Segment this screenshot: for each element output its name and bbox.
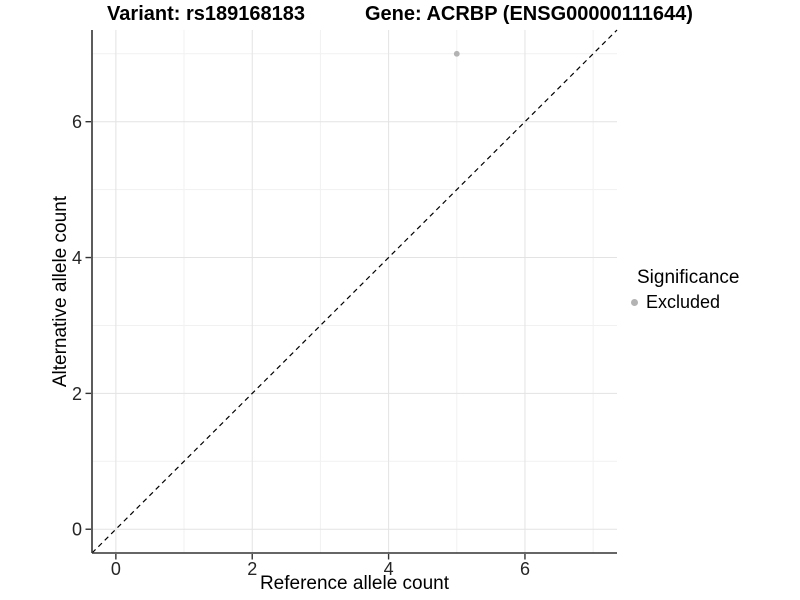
x-tick-label: 0 bbox=[111, 559, 121, 579]
legend-item-label: Excluded bbox=[646, 292, 721, 312]
legend-item-excluded: Excluded bbox=[628, 292, 739, 312]
legend-title: Significance bbox=[637, 267, 740, 288]
x-axis-title: Reference allele count bbox=[259, 573, 450, 594]
y-tick-label: 0 bbox=[72, 520, 82, 540]
x-tick-label: 4 bbox=[384, 559, 394, 579]
y-tick-label: 4 bbox=[72, 248, 82, 268]
x-tick-label: 6 bbox=[520, 559, 530, 579]
plot-title-variant: Variant: rs189168183 bbox=[107, 3, 305, 25]
data-point bbox=[453, 50, 460, 57]
identity-line bbox=[91, 29, 618, 554]
y-tick-label: 6 bbox=[72, 112, 82, 132]
plot-title: Variant: rs189168183 Gene: ACRBP (ENSG00… bbox=[0, 3, 800, 25]
plot-title-gene: Gene: ACRBP (ENSG00000111644) bbox=[364, 3, 693, 25]
y-axis-title-text: Alternative allele count bbox=[50, 195, 71, 388]
y-axis-title: Alternative allele count bbox=[50, 30, 72, 553]
y-tick-label: 2 bbox=[72, 384, 82, 404]
legend-key-dot-icon bbox=[631, 298, 638, 306]
legend: Significance Excluded bbox=[628, 267, 739, 312]
x-tick-label: 2 bbox=[247, 559, 257, 579]
